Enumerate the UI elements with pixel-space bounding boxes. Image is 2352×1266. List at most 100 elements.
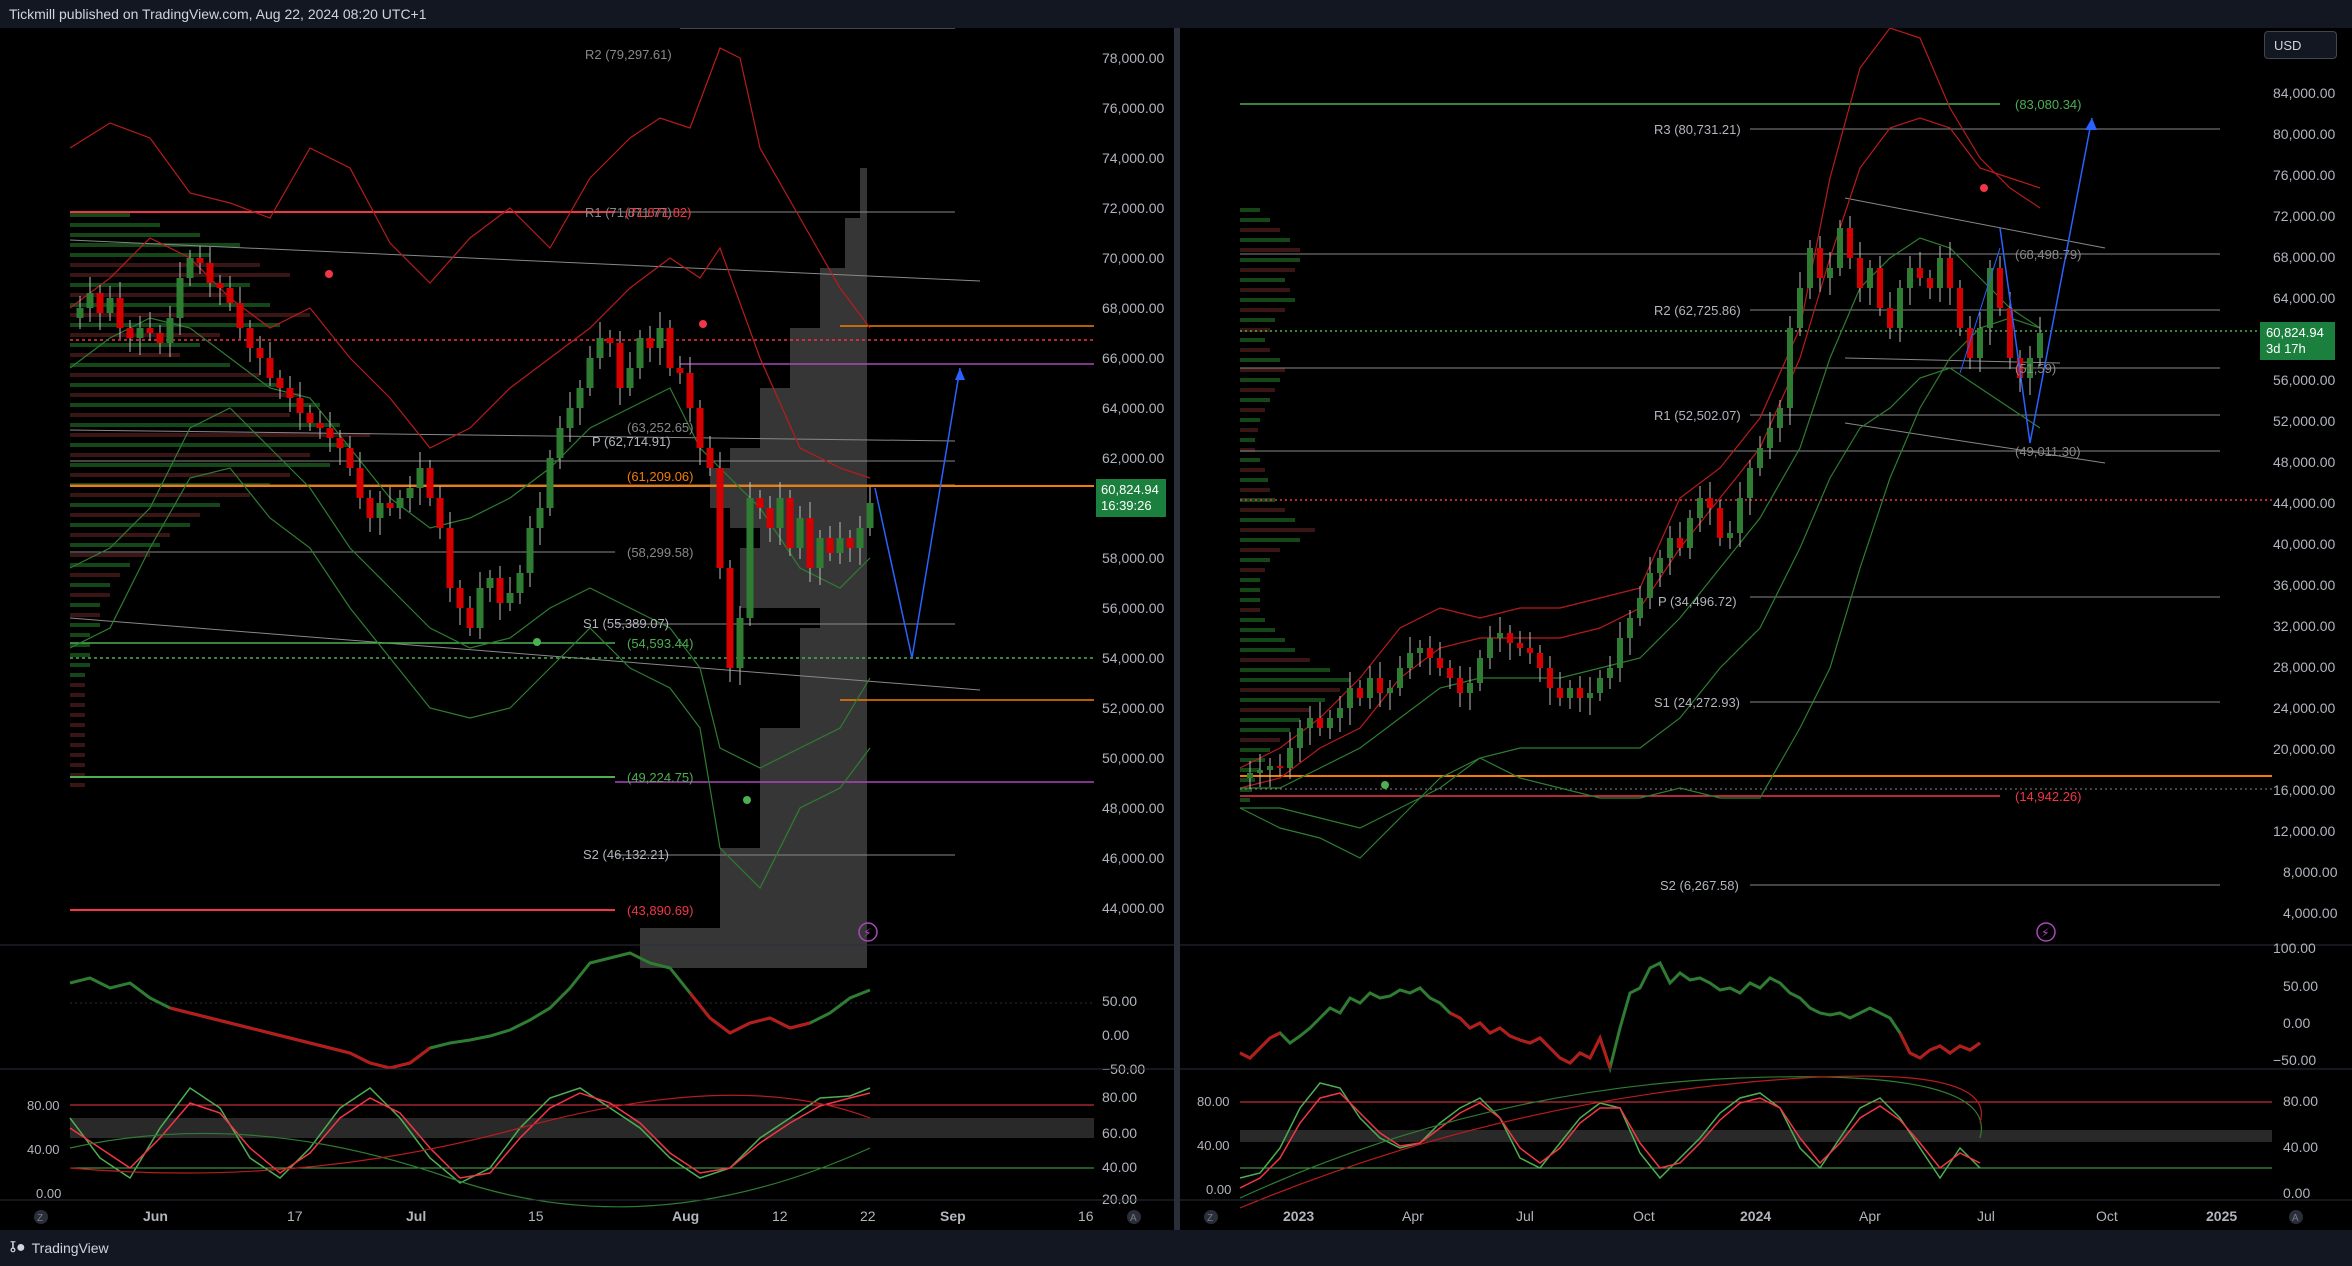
candle-body: [1977, 328, 1983, 358]
candle-body: [1267, 766, 1273, 770]
svg-text:Jul: Jul: [406, 1208, 426, 1224]
svg-text:80.00: 80.00: [1197, 1094, 1230, 1109]
svg-text:Z: Z: [37, 1213, 43, 1224]
candle-body: [1657, 558, 1663, 573]
candle-body: [1787, 328, 1793, 408]
candle-body: [1837, 228, 1843, 268]
candle-body: [1457, 678, 1463, 693]
candle-body: [76, 308, 84, 318]
candle-body: [1287, 748, 1293, 768]
candle-body: [1467, 683, 1473, 693]
svg-text:⚡: ⚡: [863, 926, 871, 940]
candle-body: [166, 318, 174, 343]
candle-body: [1667, 538, 1673, 558]
svg-text:40.00: 40.00: [27, 1142, 60, 1157]
candle-body: [336, 438, 344, 448]
left-level-lines: [69, 28, 1094, 911]
candle-body: [296, 398, 304, 413]
candle-body: [526, 528, 534, 573]
candle-body: [586, 358, 594, 388]
candle-body: [236, 303, 244, 328]
candle-body: [86, 293, 94, 308]
candle-body: [796, 518, 804, 548]
svg-text:50,000.00: 50,000.00: [1102, 750, 1164, 766]
candle-body: [1577, 688, 1583, 698]
candle-body: [1417, 648, 1423, 653]
candle-body: [1277, 766, 1283, 768]
tradingview-logo-icon[interactable]: ⫱●: [10, 1239, 26, 1256]
candle-body: [1377, 678, 1383, 693]
candle-body: [756, 498, 764, 508]
svg-text:64,000.00: 64,000.00: [1102, 400, 1164, 416]
right-chart[interactable]: (83,080.34) R3 (80,731.21) (68,498.79) R…: [1180, 28, 2352, 1230]
candle-body: [666, 328, 674, 368]
candle-body: [1737, 498, 1743, 533]
candle-body: [1847, 228, 1853, 258]
candle-body: [266, 358, 274, 378]
brand-name[interactable]: TradingView: [31, 1240, 109, 1256]
svg-text:50.00: 50.00: [2283, 978, 2318, 994]
right-time-axis: Z 2023 Apr Jul Oct 2024 Apr Jul Oct 2025…: [1204, 1208, 2303, 1224]
candle-body: [406, 488, 414, 498]
candle-body: [656, 328, 664, 348]
svg-text:0.00: 0.00: [1206, 1182, 1231, 1197]
candle-body: [456, 588, 464, 608]
svg-text:52,000.00: 52,000.00: [2273, 413, 2335, 429]
candle-body: [416, 468, 424, 488]
right-l3-label: (51,59): [2015, 361, 2056, 376]
candle-body: [1797, 288, 1803, 328]
svg-text:Aug: Aug: [672, 1208, 699, 1224]
candle-body: [766, 508, 774, 528]
svg-text:8,000.00: 8,000.00: [2283, 864, 2338, 880]
candle-body: [1397, 668, 1403, 688]
left-chart[interactable]: R2 (79,297.61) R1 (71,871.77) (71,871.82…: [0, 28, 1174, 1230]
lightning-icon: ⚡: [858, 922, 878, 942]
svg-text:22: 22: [860, 1208, 876, 1224]
svg-text:80.00: 80.00: [1102, 1089, 1137, 1105]
candle-body: [276, 378, 284, 388]
publish-title: Tickmill published on TradingView.com, A…: [9, 6, 427, 22]
svg-text:A: A: [2292, 1213, 2299, 1224]
candle-body: [1517, 643, 1523, 648]
candle-body: [126, 328, 134, 338]
right-stoch-pane: 80.00 40.00 0.00 80.00 40.00 0.00: [1197, 1075, 2318, 1209]
candle-body: [136, 328, 144, 338]
candle-body: [676, 368, 684, 373]
candle-body: [1537, 653, 1543, 668]
left-s2-label: S2 (46,132.21): [583, 847, 669, 862]
candle-body: [1887, 308, 1893, 328]
svg-text:72,000.00: 72,000.00: [1102, 200, 1164, 216]
candle-body: [826, 538, 834, 553]
candle-body: [116, 298, 124, 328]
svg-text:15: 15: [528, 1208, 544, 1224]
candle-body: [1497, 633, 1503, 638]
candle-body: [356, 468, 364, 498]
candle-body: [1647, 573, 1653, 598]
pane-divider[interactable]: [1174, 28, 1180, 1230]
svg-text:46,000.00: 46,000.00: [1102, 850, 1164, 866]
svg-text:64,000.00: 64,000.00: [2273, 290, 2335, 306]
candle-body: [2037, 333, 2043, 358]
svg-text:70,000.00: 70,000.00: [1102, 250, 1164, 266]
candle-body: [1407, 653, 1413, 668]
candle-body: [486, 578, 494, 588]
candle-body: [1547, 668, 1553, 688]
candle-body: [376, 503, 384, 518]
candle-body: [696, 408, 704, 448]
svg-text:68,000.00: 68,000.00: [2273, 249, 2335, 265]
left-l5-label: (49,224.75): [627, 770, 694, 785]
candle-body: [686, 373, 694, 408]
left-bands: [69, 47, 871, 890]
candle-body: [1677, 538, 1683, 548]
right-r2-label: R2 (62,725.86): [1654, 303, 1741, 318]
left-candles: [76, 246, 874, 685]
right-l4-label: (49,011.30): [2015, 444, 2081, 459]
candle-body: [1947, 258, 1953, 288]
right-rsi-pane: 100.00 50.00 0.00 −50.00: [1239, 940, 2318, 1074]
svg-text:0.00: 0.00: [2283, 1015, 2310, 1031]
currency-button[interactable]: USD: [2264, 31, 2337, 59]
left-r1b-label: (71,871.82): [625, 205, 692, 220]
candle-body: [1527, 648, 1533, 653]
svg-text:Z: Z: [1207, 1213, 1213, 1224]
right-r1-label: R1 (52,502.07): [1654, 408, 1741, 423]
